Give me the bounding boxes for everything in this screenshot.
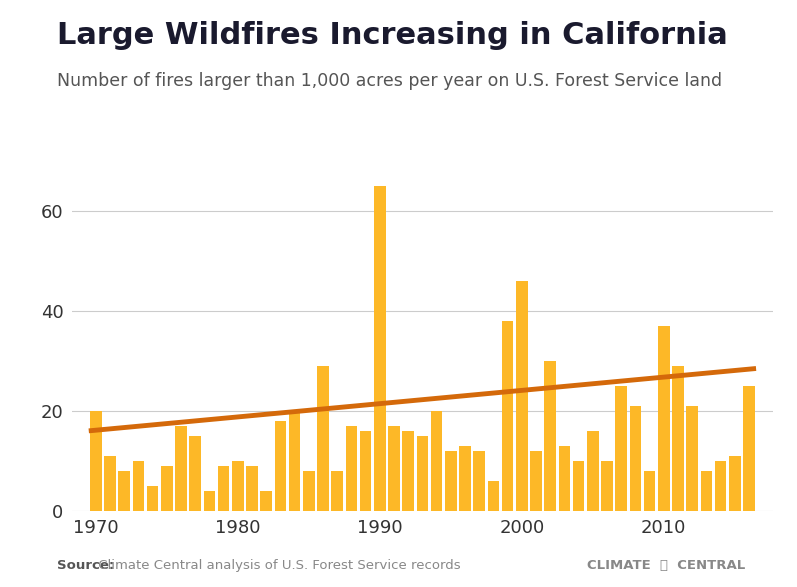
Bar <box>346 426 357 511</box>
Bar <box>417 436 428 511</box>
Text: CLIMATE  ⧖  CENTRAL: CLIMATE ⧖ CENTRAL <box>587 559 745 572</box>
Bar <box>630 406 642 511</box>
Bar <box>544 361 556 511</box>
Bar <box>388 426 400 511</box>
Bar <box>658 326 669 511</box>
Bar <box>402 431 414 511</box>
Bar <box>729 456 740 511</box>
Bar <box>644 471 655 511</box>
Bar <box>374 186 386 511</box>
Bar <box>147 486 159 511</box>
Bar <box>218 466 230 511</box>
Bar <box>516 281 528 511</box>
Bar <box>431 411 442 511</box>
Bar <box>104 456 116 511</box>
Bar <box>132 461 144 511</box>
Bar <box>701 471 713 511</box>
Bar <box>715 461 726 511</box>
Bar <box>161 466 173 511</box>
Bar <box>119 471 130 511</box>
Bar <box>232 461 244 511</box>
Text: Number of fires larger than 1,000 acres per year on U.S. Forest Service land: Number of fires larger than 1,000 acres … <box>57 72 723 90</box>
Bar <box>615 386 627 511</box>
Bar <box>261 491 272 511</box>
Bar <box>601 461 613 511</box>
Bar <box>559 446 570 511</box>
Bar <box>317 366 329 511</box>
Bar <box>573 461 584 511</box>
Bar <box>359 431 371 511</box>
Text: Source:: Source: <box>57 559 115 572</box>
Bar <box>275 421 286 511</box>
Bar <box>459 446 471 511</box>
Bar <box>246 466 258 511</box>
Bar <box>672 366 684 511</box>
Bar <box>686 406 698 511</box>
Bar <box>502 321 513 511</box>
Bar <box>445 451 457 511</box>
Text: Climate Central analysis of U.S. Forest Service records: Climate Central analysis of U.S. Forest … <box>94 559 461 572</box>
Bar <box>203 491 215 511</box>
Bar <box>530 451 542 511</box>
Text: Large Wildfires Increasing in California: Large Wildfires Increasing in California <box>57 21 728 49</box>
Bar <box>289 411 300 511</box>
Bar <box>190 436 201 511</box>
Bar <box>743 386 755 511</box>
Bar <box>303 471 315 511</box>
Bar <box>587 431 599 511</box>
Bar <box>332 471 343 511</box>
Bar <box>473 451 485 511</box>
Bar <box>488 481 499 511</box>
Bar <box>175 426 186 511</box>
Bar <box>90 411 102 511</box>
